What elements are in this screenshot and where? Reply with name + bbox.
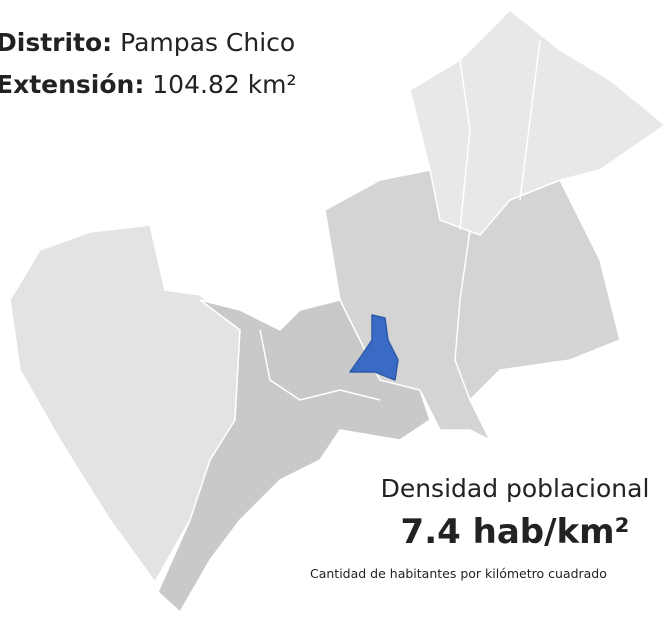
border [454, 229, 471, 401]
density-value: 7.4 hab/km² [400, 512, 630, 552]
district-line: Distrito: Pampas Chico [0, 28, 295, 57]
district-label: Distrito: [0, 28, 113, 57]
density-title: Densidad poblacional [380, 474, 650, 503]
region-central [157, 299, 431, 613]
district-highlight [349, 314, 399, 381]
border [259, 329, 381, 401]
density-caption: Cantidad de habitantes por kilómetro cua… [310, 566, 607, 581]
extension-label: Extensión: [0, 70, 145, 99]
district-name: Pampas Chico [120, 28, 296, 57]
border [519, 39, 541, 201]
region-north [409, 9, 666, 236]
extension-value: 104.82 km² [152, 70, 297, 99]
border [459, 59, 471, 231]
extension-line: Extensión: 104.82 km² [0, 70, 297, 99]
